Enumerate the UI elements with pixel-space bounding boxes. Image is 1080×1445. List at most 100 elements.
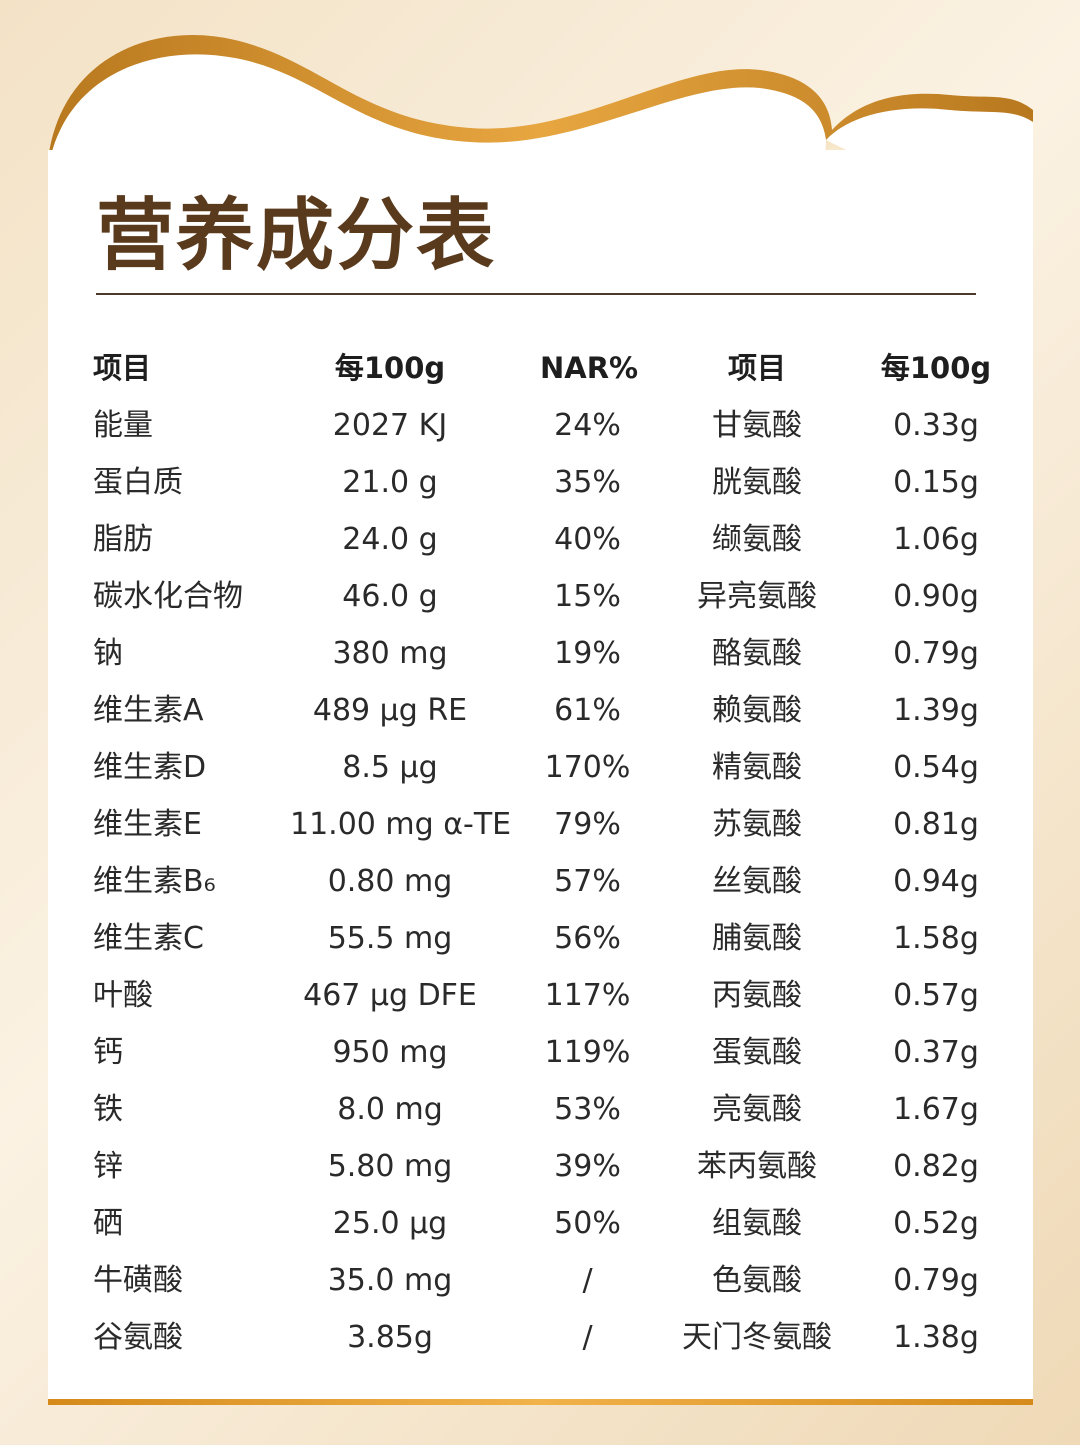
nar-percent: 50% [554, 1206, 621, 1241]
table-row: 叶酸 467 μg DFE 117% 丙氨酸 0.57g [0, 967, 1080, 1024]
amino-acid-amount: 0.54g [893, 750, 979, 785]
nutrient-name: 谷氨酸 [93, 1320, 183, 1355]
amino-acid-name: 色氨酸 [712, 1263, 802, 1298]
header-per100g-2: 每100g [880, 351, 992, 385]
amino-acid-amount: 1.39g [893, 693, 979, 728]
nutrient-amount: 35.0 mg [327, 1263, 453, 1298]
nutrient-name: 能量 [93, 408, 153, 443]
table-row: 维生素A 489 μg RE 61% 赖氨酸 1.39g [0, 682, 1080, 739]
amino-acid-amount: 1.06g [893, 522, 979, 557]
amino-acid-name: 苯丙氨酸 [697, 1149, 817, 1184]
nar-percent: 19% [554, 636, 621, 671]
nar-percent: 119% [544, 1035, 631, 1070]
table-row: 蛋白质 21.0 g 35% 胱氨酸 0.15g [0, 454, 1080, 511]
amino-acid-name: 缬氨酸 [712, 522, 802, 557]
nutrient-name: 维生素D [93, 750, 207, 785]
nar-percent: 61% [554, 693, 621, 728]
nar-percent: 40% [554, 522, 621, 557]
header-item: 项目 [93, 351, 152, 385]
nutrient-name: 维生素E [93, 807, 202, 842]
amino-acid-name: 赖氨酸 [712, 693, 802, 728]
table-header-row: 项目 每100g NAR% 项目 每100g [0, 340, 1080, 397]
amino-acid-name: 甘氨酸 [712, 408, 802, 443]
nar-percent: / [582, 1263, 593, 1298]
amino-acid-name: 异亮氨酸 [697, 579, 817, 614]
nutrient-amount: 950 mg [332, 1035, 448, 1070]
table-row: 碳水化合物 46.0 g 15% 异亮氨酸 0.90g [0, 568, 1080, 625]
nutrient-name: 脂肪 [93, 522, 153, 557]
nutrient-amount: 489 μg RE [312, 693, 468, 728]
amino-acid-amount: 1.58g [893, 921, 979, 956]
table-row: 脂肪 24.0 g 40% 缬氨酸 1.06g [0, 511, 1080, 568]
nar-percent: 170% [544, 750, 631, 785]
nar-percent: / [582, 1320, 593, 1355]
nar-percent: 57% [554, 864, 621, 899]
table-row: 维生素B₆ 0.80 mg 57% 丝氨酸 0.94g [0, 853, 1080, 910]
amino-acid-name: 酪氨酸 [712, 636, 802, 671]
header-per100g: 每100g [334, 351, 446, 385]
nar-percent: 35% [554, 465, 621, 500]
nutrient-amount: 25.0 μg [332, 1206, 448, 1241]
amino-acid-name: 胱氨酸 [712, 465, 802, 500]
amino-acid-amount: 0.81g [893, 807, 979, 842]
nutrient-name: 维生素C [93, 921, 204, 956]
amino-acid-amount: 0.52g [893, 1206, 979, 1241]
nutrient-amount: 380 mg [332, 636, 448, 671]
nutrient-amount: 2027 KJ [332, 408, 448, 443]
nar-percent: 56% [554, 921, 621, 956]
amino-acid-amount: 1.67g [893, 1092, 979, 1127]
nutrient-amount: 21.0 g [342, 465, 438, 500]
amino-acid-amount: 0.82g [893, 1149, 979, 1184]
amino-acid-amount: 0.37g [893, 1035, 979, 1070]
amino-acid-amount: 0.79g [893, 1263, 979, 1298]
nutrient-amount: 55.5 mg [327, 921, 453, 956]
nutrient-amount: 5.80 mg [327, 1149, 453, 1184]
amino-acid-amount: 0.90g [893, 579, 979, 614]
nutrient-amount: 0.80 mg [327, 864, 453, 899]
nutrient-name: 锌 [93, 1149, 123, 1184]
table-row: 维生素C 55.5 mg 56% 脯氨酸 1.58g [0, 910, 1080, 967]
amino-acid-name: 苏氨酸 [712, 807, 802, 842]
nutrition-card [48, 150, 1033, 1400]
nutrient-amount: 11.00 mg α-TE [290, 807, 512, 842]
title-divider [96, 293, 976, 295]
nutrient-name: 蛋白质 [93, 465, 183, 500]
nutrient-name: 铁 [93, 1092, 123, 1127]
nar-percent: 24% [554, 408, 621, 443]
nutrient-name: 维生素A [93, 693, 204, 728]
table-row: 能量 2027 KJ 24% 甘氨酸 0.33g [0, 397, 1080, 454]
nutrient-name: 维生素B₆ [93, 864, 216, 899]
table-row: 钙 950 mg 119% 蛋氨酸 0.37g [0, 1024, 1080, 1081]
table-row: 硒 25.0 μg 50% 组氨酸 0.52g [0, 1195, 1080, 1252]
amino-acid-amount: 0.57g [893, 978, 979, 1013]
amino-acid-name: 蛋氨酸 [712, 1035, 802, 1070]
nutrient-amount: 467 μg DFE [303, 978, 477, 1013]
nutrient-amount: 3.85g [347, 1320, 433, 1355]
amino-acid-amount: 0.33g [893, 408, 979, 443]
amino-acid-name: 组氨酸 [712, 1206, 802, 1241]
amino-acid-name: 丙氨酸 [712, 978, 802, 1013]
nar-percent: 39% [554, 1149, 621, 1184]
nutrient-amount: 24.0 g [342, 522, 438, 557]
nutrient-amount: 46.0 g [342, 579, 438, 614]
page-title: 营养成分表 [96, 191, 497, 281]
table-row: 牛磺酸 35.0 mg / 色氨酸 0.79g [0, 1252, 1080, 1309]
amino-acid-name: 亮氨酸 [712, 1092, 802, 1127]
nutrient-name: 碳水化合物 [93, 579, 243, 614]
nar-percent: 53% [554, 1092, 621, 1127]
table-row: 维生素E 11.00 mg α-TE 79% 苏氨酸 0.81g [0, 796, 1080, 853]
amino-acid-name: 天门冬氨酸 [682, 1320, 832, 1355]
nutrient-amount: 8.0 mg [337, 1092, 443, 1127]
header-nar: NAR% [540, 351, 639, 385]
amino-acid-amount: 1.38g [893, 1320, 979, 1355]
nutrition-table: 项目 每100g NAR% 项目 每100g 能量 2027 KJ 24% 甘氨酸 0.… [0, 340, 1080, 1366]
nutrient-name: 叶酸 [93, 978, 153, 1013]
amino-acid-amount: 0.15g [893, 465, 979, 500]
table-row: 铁 8.0 mg 53% 亮氨酸 1.67g [0, 1081, 1080, 1138]
table-row: 钠 380 mg 19% 酪氨酸 0.79g [0, 625, 1080, 682]
nar-percent: 15% [554, 579, 621, 614]
amino-acid-amount: 0.94g [893, 864, 979, 899]
table-row: 谷氨酸 3.85g / 天门冬氨酸 1.38g [0, 1309, 1080, 1366]
nutrient-name: 钙 [93, 1035, 123, 1070]
nar-percent: 117% [544, 978, 631, 1013]
